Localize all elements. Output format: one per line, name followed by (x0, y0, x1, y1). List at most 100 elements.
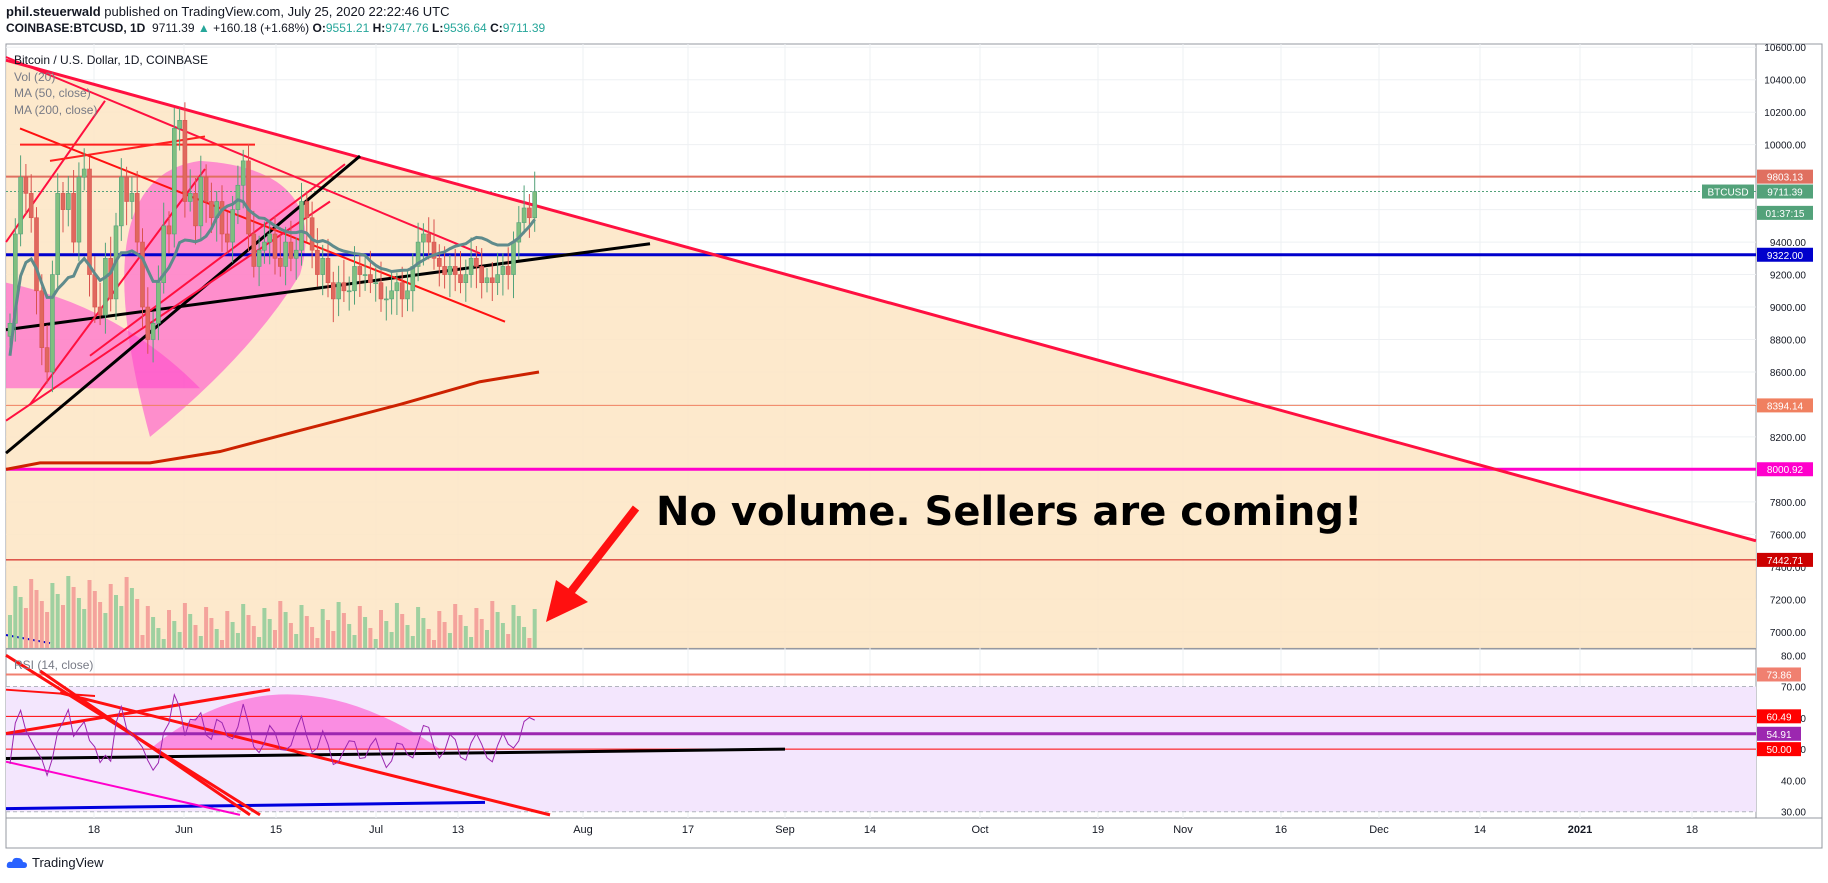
time-tick-label: Sep (775, 824, 795, 836)
candle (357, 266, 363, 275)
ohlc-bar: COINBASE:BTCUSD, 1D 9711.39 ▲ +160.18 (+… (6, 21, 545, 35)
candle (505, 266, 511, 275)
time-tick-label: 15 (270, 824, 282, 836)
candle (288, 241, 294, 259)
volume-bar (262, 608, 267, 648)
volume-bar (87, 580, 92, 648)
rsi-tag-label: 60.49 (1766, 712, 1791, 723)
candle (527, 207, 532, 219)
candle (399, 282, 405, 300)
price-tick-label: 8200.00 (1770, 433, 1807, 444)
volume-bar (421, 618, 426, 648)
candle (426, 233, 432, 243)
candle (108, 258, 113, 300)
candle (71, 193, 76, 243)
volume-bar (214, 629, 219, 648)
volume-bar (394, 603, 399, 648)
rsi-tag (1757, 667, 1801, 682)
volume-bar (527, 638, 532, 648)
candle (511, 241, 516, 275)
price-tick-label: 8800.00 (1770, 336, 1807, 347)
volume-bar (522, 627, 527, 648)
volume-bar (119, 606, 124, 648)
volume-bar (432, 640, 436, 648)
volume-bar (8, 615, 12, 648)
volume-bar (485, 630, 489, 648)
volume-bar (188, 614, 193, 648)
volume-bar (500, 623, 505, 648)
symbol-label: COINBASE:BTCUSD, 1D (6, 21, 146, 35)
candle (166, 225, 172, 235)
candle (304, 201, 310, 219)
volume-bar (209, 618, 214, 648)
annotation-arrow (546, 505, 640, 622)
rsi-tag-label: 54.91 (1766, 730, 1791, 741)
candle (373, 282, 379, 284)
candle (156, 282, 161, 324)
candle (124, 176, 129, 202)
candle (219, 201, 225, 235)
volume-bar (39, 601, 44, 648)
candle (352, 266, 357, 292)
price-tick-label: 9200.00 (1770, 271, 1807, 282)
rsi-tag-label: 73.86 (1766, 670, 1791, 681)
candle (336, 282, 341, 300)
volume-bar (140, 635, 145, 648)
candle (362, 274, 368, 276)
volume-bar (230, 622, 235, 648)
open-label: O: (312, 21, 326, 35)
price-tick-label: 7000.00 (1770, 628, 1807, 639)
volume-bar (495, 612, 500, 648)
volume-bar (23, 608, 28, 648)
price-tag-label: 8394.14 (1767, 401, 1804, 412)
low-label: L: (432, 21, 444, 35)
price-tag (1757, 552, 1813, 567)
publish-info: phil.steuerwald published on TradingView… (6, 4, 449, 19)
volume-bar (18, 597, 23, 648)
volume-bar (363, 617, 368, 648)
time-tick-label: Oct (971, 824, 988, 836)
candle (421, 233, 426, 243)
price-tag-label: 9322.00 (1767, 251, 1804, 262)
candle (235, 184, 241, 210)
price-tag-label: 8000.92 (1767, 465, 1804, 476)
volume-bar (357, 606, 362, 648)
candle (256, 249, 262, 267)
price-tick-label: 9000.00 (1770, 303, 1807, 314)
volume-bar (299, 605, 304, 648)
volume-bar (379, 610, 383, 648)
price-tick-label: 10600.00 (1764, 43, 1806, 54)
volume-bar (426, 629, 431, 648)
candle (320, 258, 326, 275)
time-tick-label: Jul (369, 824, 383, 836)
volume-bar (352, 635, 357, 648)
author-name[interactable]: phil.steuerwald (6, 4, 101, 19)
volume-bar (511, 605, 516, 648)
candle (309, 217, 315, 251)
volume-bar (437, 611, 442, 648)
price-scale (1755, 43, 1823, 819)
rsi-tick-label: 40.00 (1781, 776, 1806, 787)
volume-bar (55, 594, 60, 648)
volume-bar (405, 625, 410, 648)
time-tick-label: Jun (175, 824, 193, 836)
tradingview-brand[interactable]: TradingView (6, 855, 104, 870)
volume-bar (235, 633, 240, 648)
volume-bar (124, 577, 129, 648)
time-tick-label: 19 (1092, 824, 1104, 836)
volume-bar (145, 606, 150, 648)
ma50-line (8, 198, 536, 356)
up-arrow-icon: ▲ (197, 21, 210, 35)
price-tag-label: 9711.39 (1767, 188, 1803, 199)
close-label: C: (490, 21, 503, 35)
legend-ma50: MA (50, close) (14, 86, 91, 100)
volume-bar (108, 584, 113, 648)
candle (81, 168, 87, 178)
trend-line (5, 58, 1757, 543)
high-value: 9747.76 (385, 21, 429, 35)
candle (103, 258, 108, 316)
volume-bar (76, 598, 81, 648)
candle (240, 160, 246, 186)
symbol-tag-label: BTCUSD (1707, 188, 1748, 199)
